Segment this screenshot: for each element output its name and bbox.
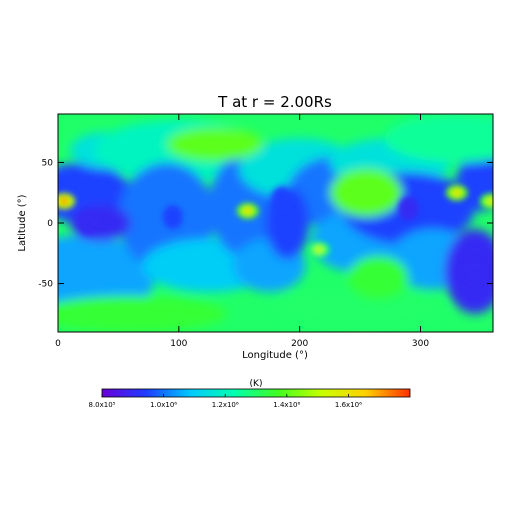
coldspot <box>78 211 99 235</box>
hotspot <box>59 197 70 206</box>
x-tick-label: 200 <box>291 339 308 349</box>
heatmap-field <box>58 114 493 332</box>
x-axis: 0 100 200 300 <box>55 114 429 349</box>
x-tick-label: 100 <box>170 339 187 349</box>
colorbar-tick-label: 8.0x10⁵ <box>89 401 116 409</box>
heatmap-region <box>329 168 403 217</box>
temperature-heatmap <box>58 114 493 332</box>
hotspot <box>485 197 493 206</box>
x-tick-label: 300 <box>412 339 429 349</box>
coldspot <box>162 204 183 229</box>
x-axis-label: Longitude (°) <box>242 350 308 361</box>
heatmap-region <box>348 255 409 300</box>
heatmap-hotspots <box>58 184 493 284</box>
hotspot <box>314 245 324 254</box>
heatmap-region <box>275 289 445 326</box>
heatmap-region <box>166 127 264 162</box>
y-tick-label: -50 <box>38 280 53 290</box>
colorbar <box>101 388 411 398</box>
hotspot <box>451 188 462 197</box>
chart-title: T at r = 2.00Rs <box>217 93 332 111</box>
coldspot <box>271 186 292 211</box>
colorbar-ticks: 8.0x10⁵ 1.0x10⁶ 1.2x10⁶ 1.4x10⁶ 1.6x10⁶ <box>89 394 362 409</box>
y-axis-label: Latitude (°) <box>17 194 28 251</box>
x-tick-label: 0 <box>55 339 61 349</box>
y-axis: -50 0 50 <box>38 158 493 290</box>
colorbar-tick-label: 1.6x10⁶ <box>335 401 362 409</box>
colorbar-tick-label: 1.2x10⁶ <box>212 401 239 409</box>
y-tick-label: 50 <box>42 158 54 168</box>
hotspot <box>242 206 253 215</box>
colorbar-tick-label: 1.0x10⁶ <box>150 401 177 409</box>
colorbar-tick-label: 1.4x10⁶ <box>273 401 300 409</box>
colorbar-unit-label: (K) <box>250 379 263 389</box>
coldspot <box>398 196 419 221</box>
heatmap-region <box>384 114 493 163</box>
heatmap-region <box>58 295 228 332</box>
coldspot <box>464 259 485 284</box>
y-tick-label: 0 <box>47 219 53 229</box>
